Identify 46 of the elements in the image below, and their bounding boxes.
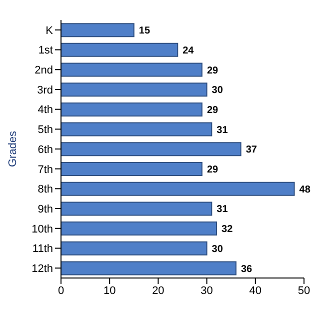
- x-tick-label: 20: [152, 284, 164, 297]
- bar: [61, 62, 202, 77]
- data-label: 29: [206, 105, 218, 116]
- data-label: 31: [216, 124, 228, 136]
- y-tick-label: K: [46, 24, 54, 37]
- bar: [61, 122, 212, 136]
- data-label: 36: [240, 264, 253, 275]
- y-tick-label: 6th: [38, 144, 53, 156]
- data-label: 31: [216, 204, 228, 216]
- y-tick-label: 9th: [38, 203, 53, 216]
- bar: [61, 23, 134, 38]
- bar: [61, 142, 242, 156]
- data-label: 48: [299, 184, 311, 196]
- y-tick-label: 2nd: [34, 64, 53, 77]
- y-axis-title: Grades: [6, 130, 19, 168]
- y-tick-label: 11th: [32, 243, 53, 256]
- x-tick-label: 30: [200, 284, 213, 297]
- bar: [61, 102, 202, 116]
- y-tick-label: 10th: [32, 223, 53, 236]
- bar: [61, 202, 212, 216]
- y-tick-label: 12th: [32, 262, 53, 275]
- y-tick-label: 3rd: [37, 84, 53, 96]
- data-label: 37: [246, 144, 258, 156]
- y-tick-label: 1st: [38, 44, 53, 57]
- x-tick-label: 40: [249, 284, 262, 297]
- data-label: 29: [206, 164, 218, 176]
- data-label: 15: [138, 26, 150, 37]
- bar: [61, 82, 208, 97]
- data-label: 30: [212, 85, 224, 96]
- y-tick-label: 7th: [38, 164, 53, 176]
- bar: [61, 222, 218, 236]
- y-tick-label: 8th: [38, 184, 53, 196]
- bar: [61, 42, 178, 57]
- x-tick-label: 50: [298, 284, 310, 297]
- y-tick-label: 5th: [38, 124, 53, 136]
- data-label: 29: [206, 65, 218, 76]
- bar: [61, 261, 236, 276]
- bar: [61, 182, 295, 196]
- x-tick-label: 0: [58, 284, 64, 297]
- bar: [61, 241, 208, 256]
- data-label: 30: [212, 244, 224, 255]
- bar: [61, 162, 202, 176]
- data-label: 24: [182, 45, 194, 56]
- y-tick-label: 4th: [38, 104, 53, 116]
- x-tick-label: 10: [103, 284, 116, 297]
- data-label: 32: [222, 224, 234, 236]
